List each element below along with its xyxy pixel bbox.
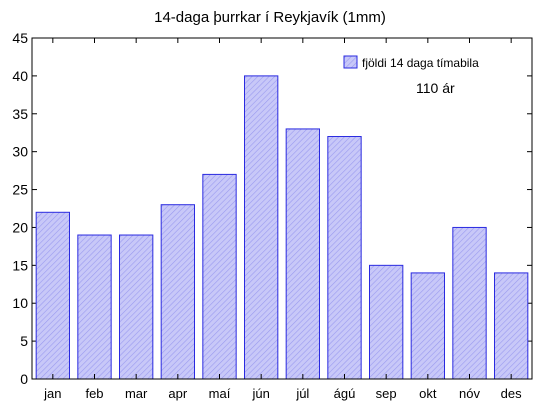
y-tick-label: 40 <box>12 68 28 84</box>
legend: fjöldi 14 daga tímabila <box>343 55 479 70</box>
y-axis-ticks: 0 5 10 15 20 25 30 35 40 45 <box>12 30 532 387</box>
bar-apr <box>160 204 196 380</box>
y-tick-label: 20 <box>12 219 28 235</box>
bar-feb <box>77 234 112 380</box>
y-tick-label: 0 <box>20 371 28 387</box>
bar-jan <box>35 211 70 380</box>
x-tick-label: okt <box>419 386 437 401</box>
bar-jún <box>244 75 279 380</box>
bar-ágú <box>327 136 362 380</box>
bars <box>35 75 529 380</box>
bar-okt <box>410 272 445 380</box>
bar-mar <box>119 234 154 380</box>
x-tick-label: maí <box>209 386 231 401</box>
x-tick-label: feb <box>85 386 103 401</box>
x-tick-label: des <box>501 386 522 401</box>
x-tick-label: apr <box>168 386 187 401</box>
bar-sep <box>369 264 404 380</box>
y-tick-label: 30 <box>12 144 28 160</box>
x-tick-label: mar <box>125 386 148 401</box>
y-tick-label: 10 <box>12 295 28 311</box>
x-tick-label: nóv <box>459 386 480 401</box>
x-tick-label: jan <box>43 386 61 401</box>
bar-júl <box>285 128 320 380</box>
chart-title: 14-daga þurrkar í Reykjavík (1mm) <box>154 9 386 26</box>
x-tick-label: ágú <box>334 386 356 401</box>
x-tick-label: júl <box>295 386 309 401</box>
y-tick-label: 5 <box>20 333 28 349</box>
bar-des <box>494 272 529 380</box>
x-tick-label: sep <box>376 386 397 401</box>
y-tick-label: 35 <box>12 106 28 122</box>
bar-nóv <box>452 226 487 380</box>
bar-maí <box>202 173 237 380</box>
y-tick-label: 15 <box>12 257 28 273</box>
x-tick-label: jún <box>251 386 269 401</box>
y-tick-label: 25 <box>12 182 28 198</box>
plot-frame <box>31 37 533 380</box>
y-tick-label: 45 <box>12 30 28 46</box>
x-axis-ticks: jan feb mar apr maí jún júl ágú sep okt nóv des <box>43 38 522 401</box>
legend-label: fjöldi 14 daga tímabila <box>362 56 479 70</box>
legend-swatch <box>343 55 358 69</box>
annotation-text: 110 ár <box>416 80 455 96</box>
